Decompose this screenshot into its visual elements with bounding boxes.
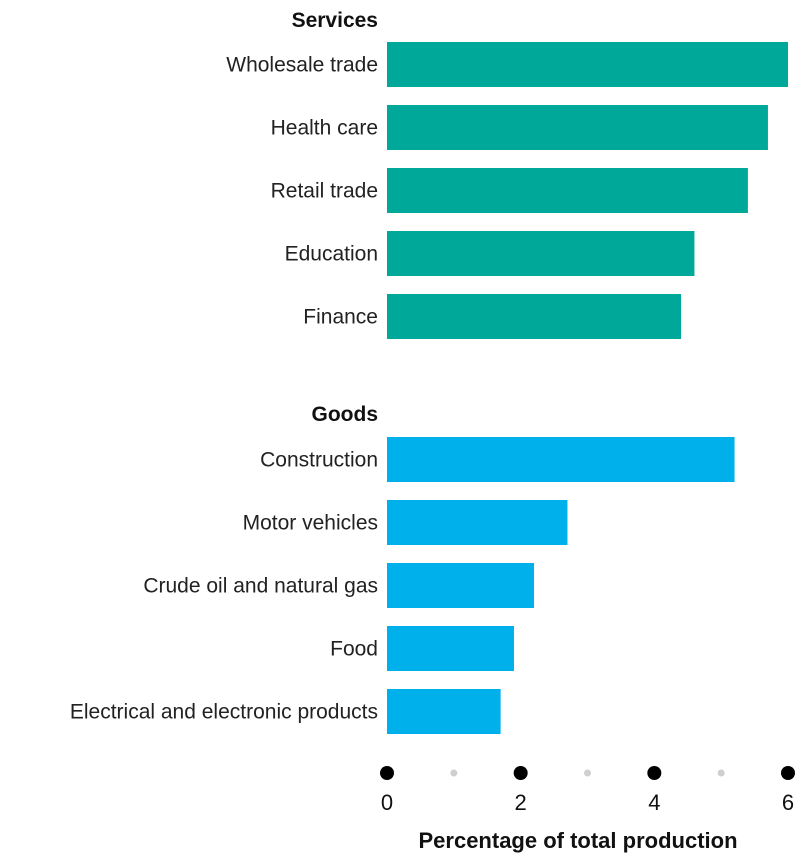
category-label-motor-vehicles: Motor vehicles [243, 512, 378, 535]
bar-construction [387, 437, 735, 482]
category-label-electrical-and-electronic-products: Electrical and electronic products [70, 701, 378, 724]
bar-food [387, 626, 514, 671]
bar-motor-vehicles [387, 500, 568, 545]
bar-electrical-and-electronic-products [387, 689, 501, 734]
major-tick-dot [380, 766, 394, 780]
x-axis: 0 2 4 6 [380, 766, 795, 815]
tick-label: 4 [648, 790, 660, 815]
bar-health-care [387, 105, 768, 150]
major-tick-dot [781, 766, 795, 780]
category-label-finance: Finance [303, 306, 378, 329]
category-label-wholesale-trade: Wholesale trade [226, 54, 378, 77]
group-title-goods: Goods [312, 403, 379, 426]
category-label-health-care: Health care [271, 117, 378, 140]
group-title-services: Services [292, 9, 378, 32]
tick-label: 2 [515, 790, 527, 815]
goods-group: Goods Construction Motor vehicles Crude oi… [70, 403, 735, 734]
category-label-food: Food [330, 638, 378, 661]
category-label-retail-trade: Retail trade [271, 180, 378, 203]
category-label-education: Education [285, 243, 378, 266]
major-tick-dot [647, 766, 662, 780]
tick-label: 6 [782, 790, 794, 815]
category-label-construction: Construction [260, 449, 378, 472]
minor-tick-dot [717, 769, 725, 777]
bar-crude-oil-and-natural-gas [387, 563, 535, 608]
x-axis-title: Percentage of total production [418, 828, 737, 853]
minor-tick-dot [584, 769, 591, 777]
category-label-crude-oil-and-natural-gas: Crude oil and natural gas [143, 575, 378, 598]
major-tick-dot [513, 766, 528, 780]
bar-education [387, 231, 695, 276]
minor-tick-dot [450, 769, 458, 777]
bar-retail-trade [387, 168, 748, 213]
services-group: Services Wholesale trade Health care Retai… [226, 9, 788, 339]
bar-finance [387, 294, 682, 339]
bar-wholesale-trade [387, 42, 788, 87]
tick-label: 0 [381, 790, 393, 815]
